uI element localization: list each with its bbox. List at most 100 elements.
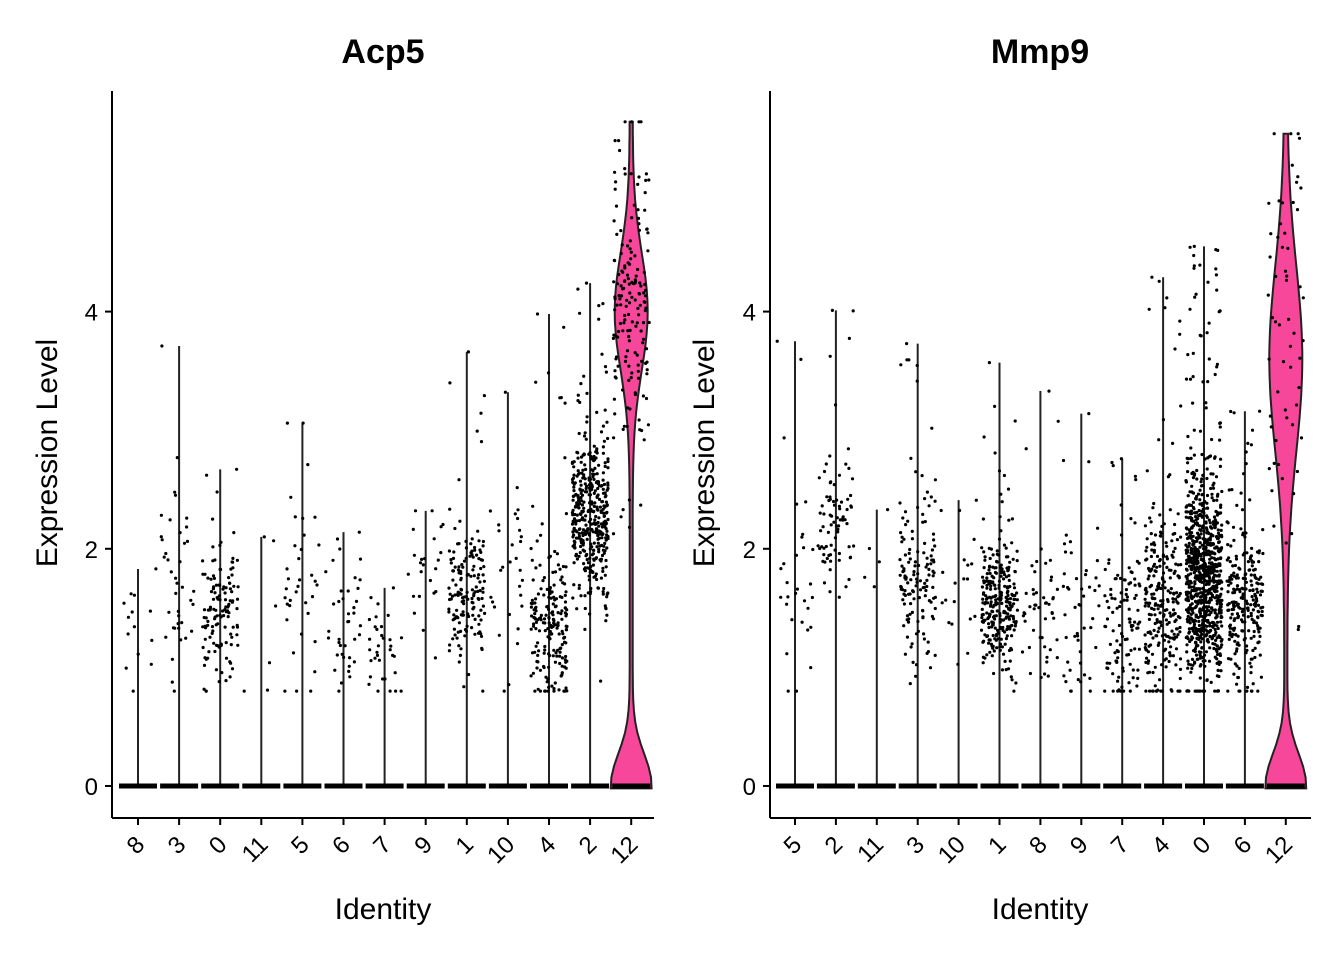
data-point [589, 590, 593, 594]
data-point [203, 637, 207, 641]
data-point [1005, 586, 1010, 590]
data-point [1191, 375, 1195, 379]
data-point [288, 598, 292, 603]
data-point [1196, 550, 1201, 554]
data-point [922, 637, 927, 641]
data-point [646, 231, 650, 235]
data-point [1245, 644, 1249, 648]
data-point [452, 627, 456, 631]
data-point [947, 621, 951, 625]
data-point [918, 588, 923, 592]
data-point [357, 633, 362, 637]
data-point [833, 548, 837, 552]
data-point [1162, 580, 1166, 584]
violin-group-11: 11 [852, 508, 896, 868]
data-point [533, 601, 537, 605]
data-point [1247, 629, 1251, 633]
data-point [536, 687, 540, 691]
data-point [543, 644, 547, 649]
data-point [536, 653, 540, 658]
data-point [1184, 377, 1189, 381]
data-point [1217, 574, 1221, 578]
data-point [1256, 627, 1260, 631]
data-point [1206, 640, 1210, 644]
data-point [346, 589, 350, 593]
data-point [1111, 629, 1115, 633]
data-point [576, 456, 580, 460]
data-point [1001, 618, 1005, 622]
data-point [547, 621, 551, 625]
data-point [1173, 347, 1177, 351]
data-point [1228, 560, 1232, 564]
data-point [1174, 663, 1178, 667]
data-point [1011, 617, 1016, 621]
data-point [555, 552, 560, 556]
data-point [489, 595, 493, 599]
data-point [587, 533, 592, 537]
data-point [578, 479, 583, 483]
data-point [1117, 675, 1121, 679]
data-point [1174, 597, 1178, 601]
data-point [988, 556, 992, 561]
data-point [1055, 656, 1059, 660]
data-point [1219, 599, 1223, 604]
data-point [552, 583, 556, 587]
data-point [1238, 567, 1242, 571]
data-point [637, 222, 641, 226]
data-point [606, 591, 610, 595]
data-point [995, 552, 999, 556]
data-point [1176, 512, 1180, 516]
data-point [1043, 617, 1047, 621]
data-point [1212, 566, 1216, 570]
data-point [477, 614, 481, 618]
data-point [584, 514, 588, 518]
data-point [993, 570, 998, 575]
data-point [1144, 586, 1148, 590]
data-point [623, 318, 627, 322]
data-point [288, 604, 292, 608]
data-point [1240, 595, 1245, 600]
data-point [598, 505, 603, 509]
data-point [1191, 629, 1195, 633]
data-point [1209, 629, 1213, 633]
data-point [1214, 509, 1218, 514]
data-point [1202, 573, 1207, 577]
data-point [1196, 633, 1200, 637]
data-point [1204, 582, 1208, 587]
data-point [1088, 689, 1092, 693]
data-point [470, 588, 474, 592]
data-point [1163, 633, 1167, 637]
data-point [599, 430, 604, 434]
data-point [1153, 533, 1158, 537]
data-point [1219, 505, 1223, 509]
data-point [1135, 684, 1139, 688]
data-point [1245, 648, 1249, 653]
data-point [630, 216, 634, 220]
data-point [557, 688, 561, 692]
data-point [1144, 601, 1148, 605]
data-point [1200, 501, 1205, 505]
data-point [591, 475, 595, 479]
data-point [1048, 558, 1052, 562]
data-point [235, 558, 239, 562]
data-point [596, 541, 600, 545]
data-point [1045, 660, 1049, 664]
data-point [335, 537, 340, 541]
data-point [830, 308, 835, 312]
data-point [507, 612, 511, 617]
data-point [213, 591, 217, 595]
data-point [470, 596, 474, 601]
data-point [589, 586, 593, 591]
data-point [914, 584, 918, 588]
data-point [564, 614, 568, 618]
data-point [1203, 457, 1207, 461]
data-point [1214, 630, 1218, 635]
data-point [352, 606, 356, 610]
data-point [1218, 421, 1222, 425]
data-point [995, 559, 999, 564]
data-point [1084, 573, 1088, 577]
data-point [584, 281, 589, 285]
x-tick-label: 11 [852, 831, 889, 868]
data-point [1198, 429, 1203, 433]
data-point [1213, 372, 1217, 377]
